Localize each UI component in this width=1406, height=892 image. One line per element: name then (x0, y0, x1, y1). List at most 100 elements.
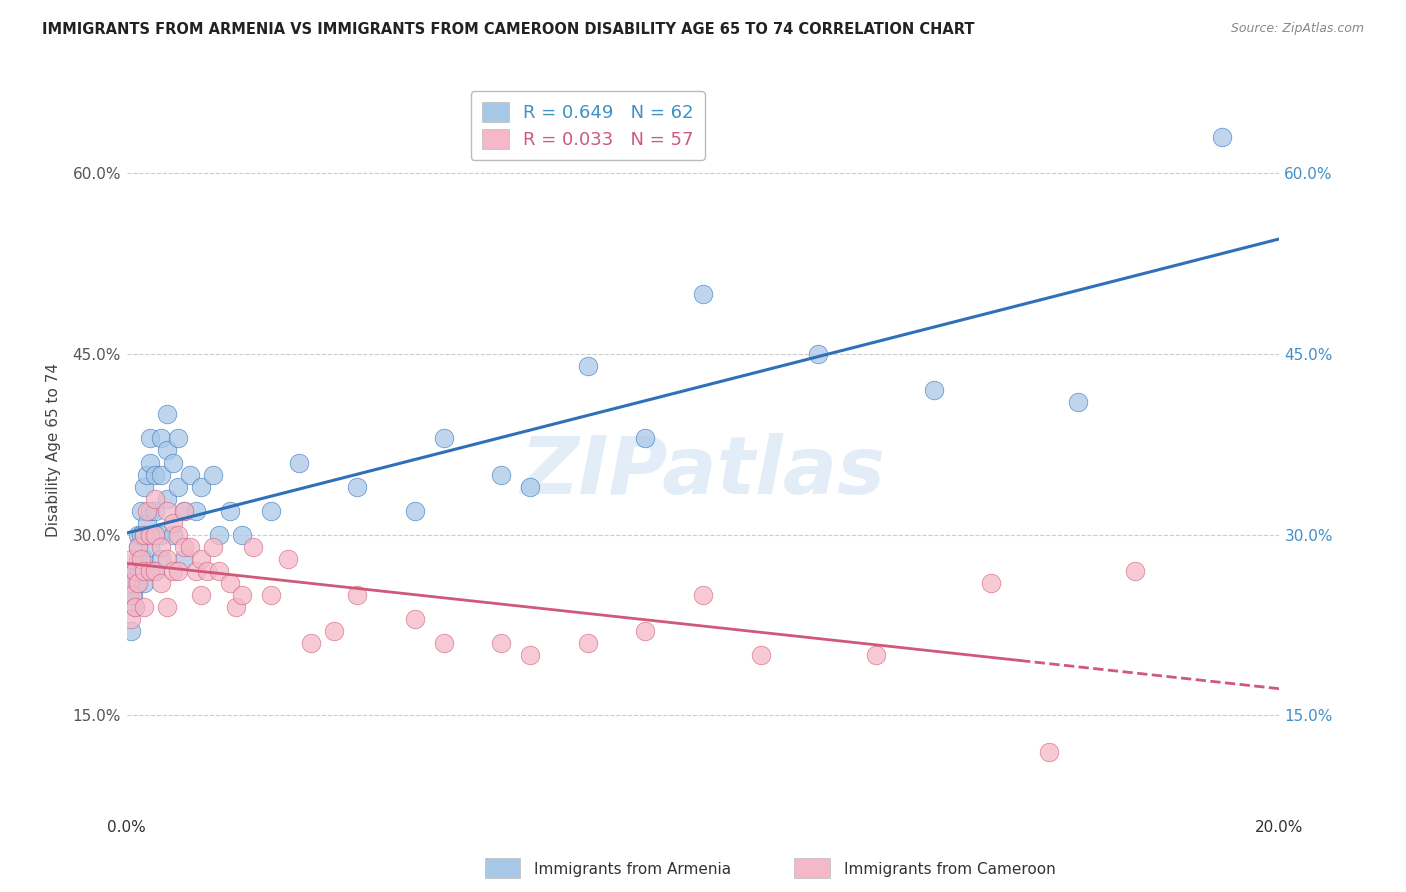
Point (190, 480, 212, 494)
Point (129, 551, 152, 566)
Point (127, 551, 149, 566)
Point (433, 636, 456, 650)
Point (156, 491, 179, 506)
Point (122, 588, 145, 602)
Point (127, 540, 149, 554)
Y-axis label: Disability Age 65 to 74: Disability Age 65 to 74 (46, 363, 62, 538)
Point (202, 540, 225, 554)
Point (922, 384, 945, 398)
Point (132, 528, 155, 542)
Legend: R = 0.649   N = 62, R = 0.033   N = 57: R = 0.649 N = 62, R = 0.033 N = 57 (471, 91, 704, 160)
Point (190, 588, 212, 602)
Point (491, 636, 513, 650)
Point (138, 432, 160, 446)
Point (491, 467, 513, 482)
Point (225, 600, 247, 615)
Point (124, 564, 146, 578)
Point (156, 503, 179, 517)
Point (208, 564, 231, 578)
Point (179, 467, 201, 482)
Point (346, 588, 368, 602)
Text: Immigrants from Cameroon: Immigrants from Cameroon (844, 863, 1056, 877)
Point (132, 564, 155, 578)
Point (156, 443, 179, 458)
Point (173, 503, 195, 517)
Text: Immigrants from Armenia: Immigrants from Armenia (534, 863, 731, 877)
Point (190, 551, 212, 566)
Point (162, 516, 184, 530)
Point (277, 551, 299, 566)
Point (692, 287, 714, 301)
Point (128, 564, 150, 578)
Point (242, 540, 264, 554)
Point (150, 432, 173, 446)
Point (125, 576, 148, 591)
Point (519, 480, 541, 494)
Point (288, 456, 311, 470)
Point (132, 600, 155, 615)
Point (132, 576, 155, 591)
Point (124, 564, 146, 578)
Point (156, 600, 179, 615)
Point (323, 624, 346, 639)
Point (145, 528, 166, 542)
Point (184, 503, 207, 517)
Point (749, 648, 772, 662)
Point (138, 564, 160, 578)
Point (121, 551, 143, 566)
Point (150, 540, 173, 554)
Point (129, 528, 152, 542)
Point (138, 540, 160, 554)
Point (404, 612, 426, 626)
Point (138, 456, 160, 470)
Point (634, 624, 657, 639)
Point (145, 528, 166, 542)
Point (167, 480, 190, 494)
Point (127, 576, 149, 591)
Point (1211, 130, 1233, 145)
Point (145, 491, 166, 506)
Point (173, 551, 195, 566)
Point (692, 588, 714, 602)
Point (576, 359, 599, 373)
Point (404, 503, 426, 517)
Point (127, 540, 149, 554)
Point (184, 564, 207, 578)
Point (121, 564, 143, 578)
Point (1067, 395, 1090, 409)
Point (1125, 564, 1147, 578)
Point (634, 432, 657, 446)
Point (202, 467, 225, 482)
Point (150, 576, 173, 591)
Point (1038, 744, 1060, 758)
Point (129, 503, 152, 517)
Point (150, 551, 173, 566)
Text: IMMIGRANTS FROM ARMENIA VS IMMIGRANTS FROM CAMEROON DISABILITY AGE 65 TO 74 CORR: IMMIGRANTS FROM ARMENIA VS IMMIGRANTS FR… (42, 22, 974, 37)
Point (865, 648, 887, 662)
Point (162, 528, 184, 542)
Point (219, 503, 242, 517)
Point (299, 636, 322, 650)
Point (231, 588, 253, 602)
Point (118, 588, 141, 602)
Point (124, 600, 146, 615)
Point (132, 480, 155, 494)
Point (124, 600, 146, 615)
Point (259, 588, 281, 602)
Text: Source: ZipAtlas.com: Source: ZipAtlas.com (1230, 22, 1364, 36)
Point (167, 432, 190, 446)
Point (519, 648, 541, 662)
Point (135, 503, 157, 517)
Point (145, 467, 166, 482)
Point (132, 528, 155, 542)
Point (346, 480, 368, 494)
Text: ZIPatlas: ZIPatlas (520, 434, 886, 511)
Point (120, 612, 142, 626)
Point (208, 528, 231, 542)
Point (135, 516, 157, 530)
Point (145, 564, 166, 578)
Point (156, 407, 179, 421)
Point (150, 528, 173, 542)
Point (145, 564, 166, 578)
Point (127, 528, 149, 542)
